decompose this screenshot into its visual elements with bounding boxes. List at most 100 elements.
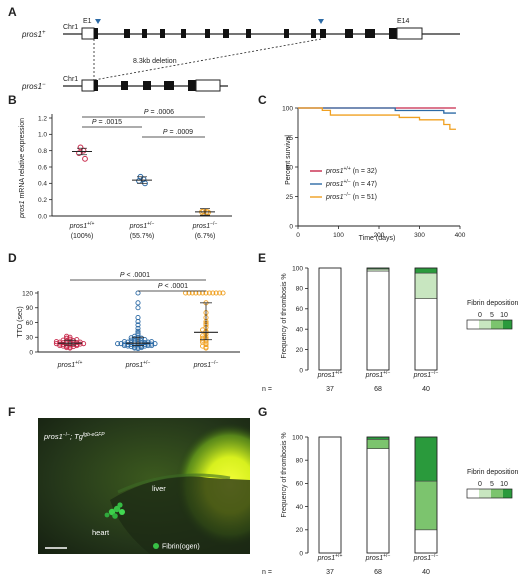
y-tick-label: 40 [296,327,304,334]
bar-segment [318,436,342,554]
panel-b-ylabel: pros1 mRNA relative expression [19,118,26,219]
legend-swatch [467,320,479,329]
panel-c-label: C [258,93,267,107]
panel-c-ylabel: Percent survival [285,135,292,185]
fibrin-spot [119,509,125,515]
panel-e-plot: 0 20 40 60 80 100 [292,265,438,374]
ko-allele-label: pros1− [21,82,46,91]
y-tick-label: 75 [286,135,294,142]
fluorescence-micrograph [38,418,250,554]
panel-e: E Frequency of thrombosis % 020406080100… [258,251,518,393]
y-tick-label: 100 [292,265,303,272]
pct-b-3: (6.7%) [195,233,216,240]
legend-swatch [503,489,512,498]
data-point [145,339,151,345]
exon-box [223,29,229,38]
bar-outline [366,267,390,371]
y-tick-label: 0.0 [38,213,47,220]
panel-a-label: A [8,5,17,19]
n-g-2: 68 [374,569,382,576]
deletion-label: 8.3kb deletion [133,58,177,65]
group-d-2: pros1+/− [125,360,151,369]
y-tick-label: 0.4 [38,181,47,188]
legend-swatch [479,320,491,329]
exon-box [81,27,95,40]
legend-title-e: Fibrin deposition [467,300,518,307]
fibrin-spot [104,512,110,518]
y-tick-label: 120 [22,290,33,297]
y-tick-label: 1.0 [38,132,47,139]
n-g-1: 37 [326,569,334,576]
y-tick-label: 60 [26,320,34,327]
y-tick-label: 60 [296,481,304,488]
y-tick-label: 0 [299,550,303,557]
y-tick-label: 60 [296,306,304,313]
bar-segment [318,267,342,371]
bar-segment [366,268,390,272]
data-point [82,155,88,162]
exon-box [181,29,186,38]
pval-b-3: P = .0009 [163,129,193,136]
bar-segment [414,298,438,371]
wt-allele-label: pros1+ [21,30,46,39]
legend-title-g: Fibrin deposition [467,469,518,476]
exon-box [121,81,128,90]
data-point [135,305,141,311]
y-tick-label: 0 [299,367,303,374]
exon-box [365,29,375,38]
data-point [135,315,141,321]
x-tick-label: 300 [414,232,425,239]
exon-box [396,27,423,40]
data-point [210,290,216,296]
panel-f: F pros1− [8,405,250,554]
panel-b-label: B [8,93,17,107]
group-b-3: pros1−/− [192,221,218,230]
n-e-1: 37 [326,386,334,393]
panel-g-ylabel: Frequency of thrombosis % [281,432,288,517]
y-tick-label: 100 [292,434,303,441]
panel-f-label: F [8,405,15,419]
panel-c: C Percent survival Time (days) 0 25 50 75 10… [258,93,466,242]
pval-b-1: P = .0006 [144,109,174,116]
legend-frame [466,488,513,499]
data-point [76,150,82,157]
n-label-e: n = [262,386,272,393]
exon-box [142,29,147,38]
y-tick-label: 100 [282,105,293,112]
panel-d-ylabel: TTO (sec) [17,306,24,337]
arrowhead-marker-icon [318,19,324,24]
bar-segment [366,448,390,554]
data-point [217,290,223,296]
group-e-2: pros1+/− [365,370,391,379]
data-point [135,328,141,334]
data-point [149,339,155,345]
exon-box [188,80,196,91]
panel-e-legend: Fibrin deposition 0 5 10 [466,300,518,330]
exon-box [160,29,165,38]
legend-wt: pros1+/+ (n = 32) [325,166,377,175]
data-point [64,333,70,339]
x-tick-label: 0 [296,232,300,239]
exon-box [124,29,130,38]
legend-tick-g-0: 0 [478,481,482,488]
data-point [77,144,84,151]
group-e-1: pros1+/+ [317,370,343,379]
legend-tick-e-0: 0 [478,312,482,319]
exon-box [195,79,221,92]
exon-box [246,29,251,38]
group-b-2: pros1+/− [129,221,155,230]
data-point [53,339,59,345]
data-point [213,290,219,296]
data-point [200,335,206,341]
fibrinogen-legend-dot [153,543,159,549]
wt-chr-label: Chr1 [63,24,78,31]
exon-box [389,28,397,39]
data-point [206,290,212,296]
group-g-1: pros1+/+ [317,553,343,562]
liver-outline [117,473,231,494]
exon-box [81,79,95,92]
panel-g: G Frequency of thrombosis % 020406080100… [258,405,518,576]
panel-b: B pros1 mRNA relative expression 0.00.20… [8,93,232,240]
legend-swatch [479,489,491,498]
